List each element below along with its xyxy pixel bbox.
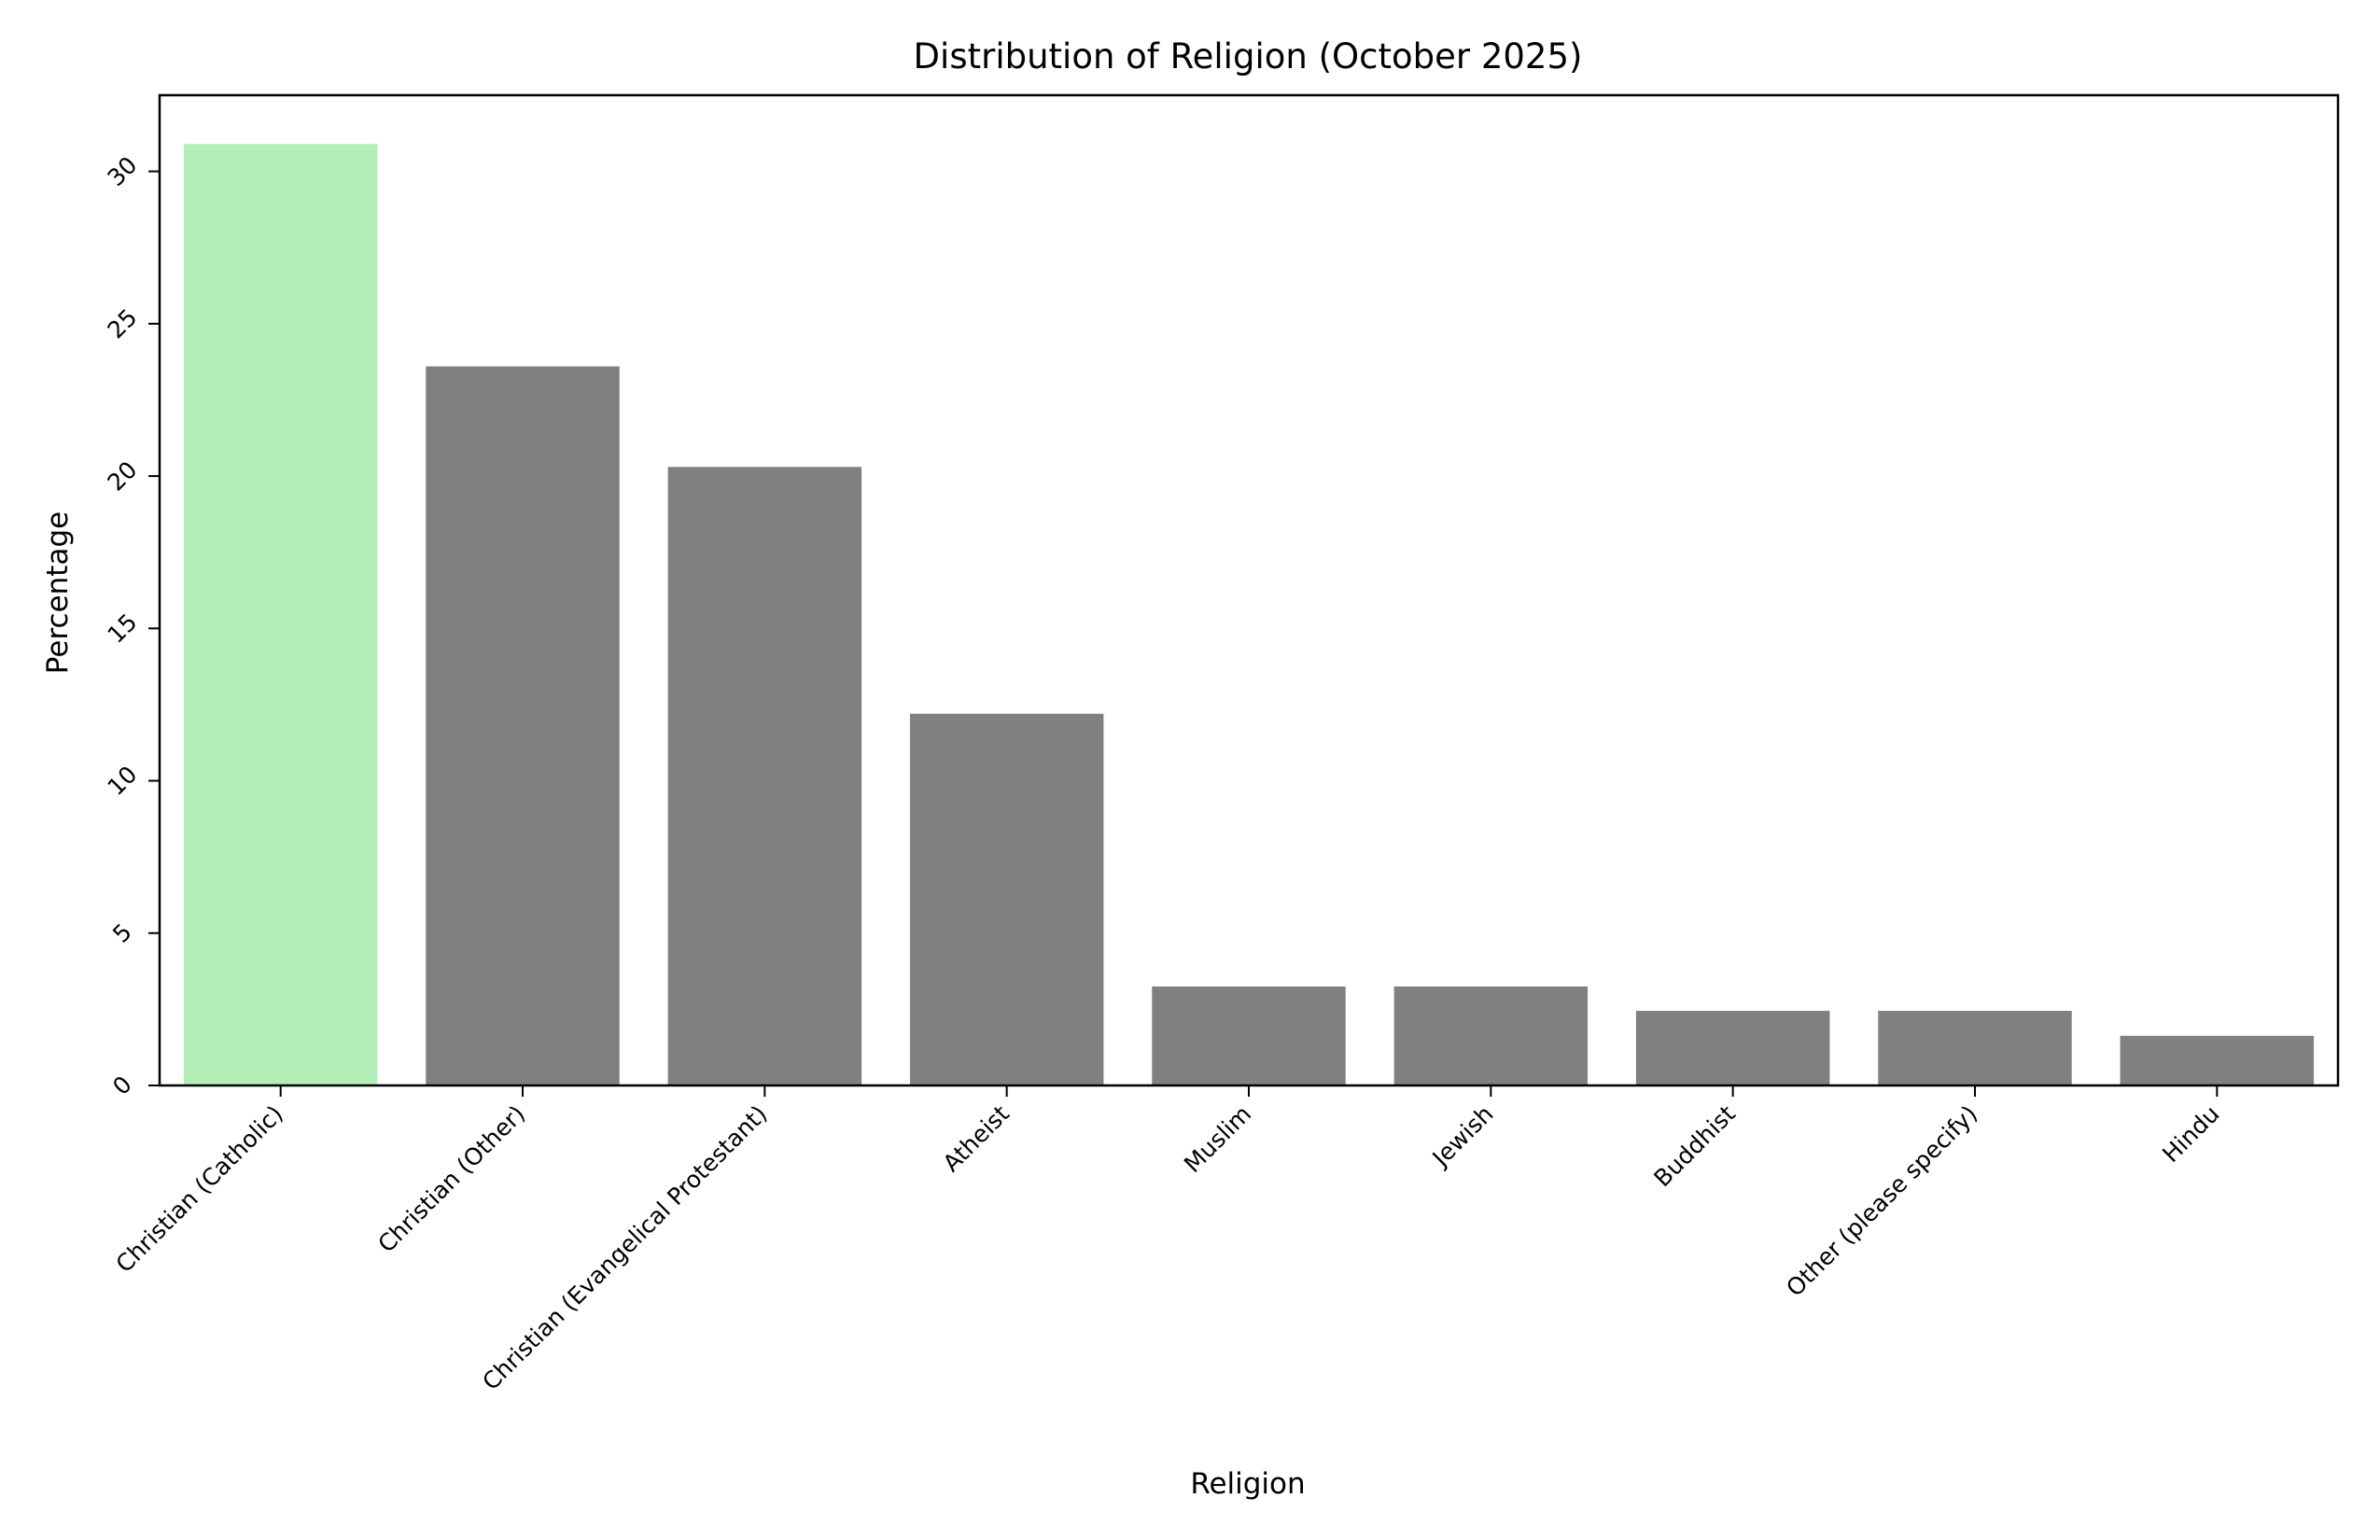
- x-tick-label-2: Christian (Evangelical Protestant): [477, 1100, 772, 1395]
- y-axis-label: Percentage: [41, 511, 75, 674]
- y-tick-label-2: 10: [102, 761, 142, 801]
- chart-title: Distribution of Religion (October 2025): [914, 36, 1583, 77]
- y-tick-label-4: 20: [102, 456, 142, 497]
- bar-6: [1635, 1011, 1830, 1085]
- y-axis: 0 5 10 15 20 25 30: [102, 151, 160, 1100]
- y-tick-label-1: 5: [107, 918, 137, 948]
- x-tick-label-3: Atheist: [938, 1100, 1015, 1177]
- x-tick-label-0: Christian (Catholic): [110, 1100, 287, 1278]
- x-tick-label-7: Other (please specify): [1781, 1100, 1982, 1302]
- y-tick-label-5: 25: [102, 303, 142, 343]
- x-tick-label-4: Muslim: [1179, 1100, 1256, 1178]
- x-tick-label-8: Hindu: [2157, 1100, 2224, 1168]
- bar-4: [1152, 986, 1346, 1085]
- y-tick-label-6: 30: [102, 151, 142, 191]
- bar-3: [909, 713, 1104, 1085]
- bar-1: [426, 366, 620, 1085]
- x-tick-label-5: Jewish: [1426, 1100, 1499, 1173]
- bars-layer: [183, 144, 2315, 1086]
- x-tick-label-1: Christian (Other): [372, 1100, 530, 1258]
- bar-5: [1393, 986, 1589, 1085]
- bar-0: [183, 144, 378, 1086]
- bar-7: [1878, 1011, 2072, 1085]
- x-tick-label-6: Buddhist: [1648, 1100, 1741, 1193]
- bar-2: [667, 467, 862, 1085]
- bar-8: [2120, 1035, 2315, 1085]
- x-axis-label: Religion: [1190, 1467, 1305, 1501]
- y-tick-label-0: 0: [107, 1071, 137, 1100]
- x-axis: Christian (Catholic) Christian (Other)Chr…: [110, 1085, 2225, 1395]
- y-tick-label-3: 15: [102, 609, 142, 649]
